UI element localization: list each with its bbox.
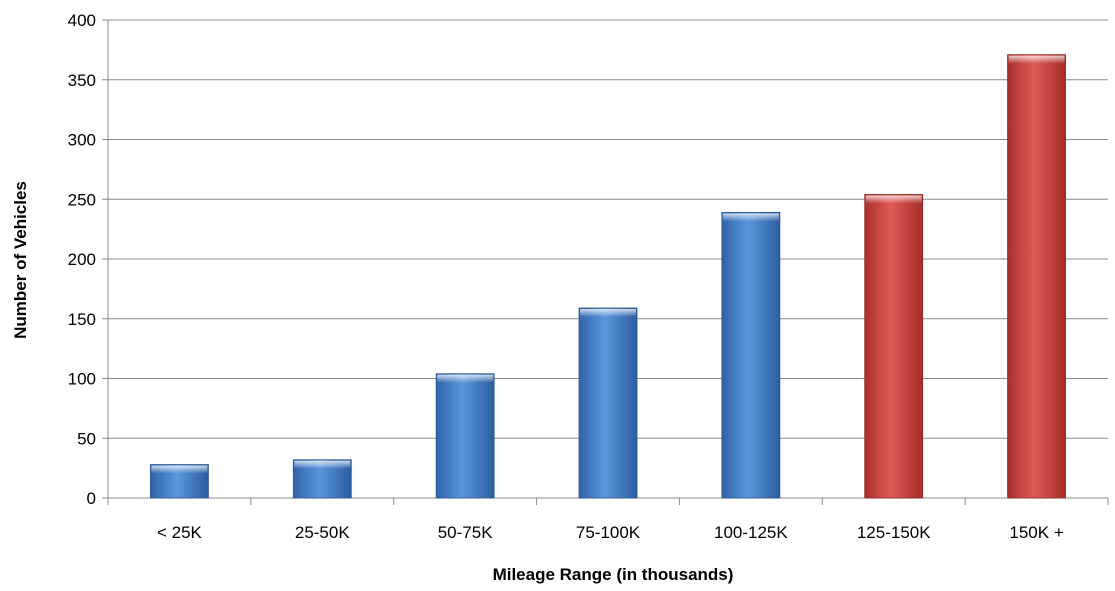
bar-highlight [722, 213, 779, 222]
y-tick-label: 250 [68, 190, 96, 209]
y-tick-label: 200 [68, 250, 96, 269]
bar-highlight [151, 465, 208, 474]
x-axis-title: Mileage Range (in thousands) [493, 565, 734, 584]
y-tick-label: 350 [68, 71, 96, 90]
bar-highlight [437, 374, 494, 383]
x-tick-label: 100-125K [714, 523, 788, 542]
bar-highlight [865, 195, 922, 204]
x-tick-label: 150K + [1009, 523, 1063, 542]
x-tick-label: 25-50K [295, 523, 350, 542]
bar-body [721, 211, 781, 499]
x-tick-label: 75-100K [576, 523, 641, 542]
y-tick-label: 150 [68, 310, 96, 329]
bar-highlight [1008, 55, 1065, 64]
bar-body [1007, 54, 1066, 499]
y-tick-label: 50 [77, 429, 96, 448]
bars [150, 54, 1066, 499]
bar [292, 459, 352, 499]
bar [721, 211, 781, 499]
bar-highlight [580, 308, 636, 317]
y-tick-label: 100 [68, 370, 96, 389]
bar [578, 307, 638, 499]
bar-body [578, 307, 638, 499]
y-axis-title: Number of Vehicles [11, 181, 30, 339]
bar [150, 464, 209, 499]
y-tick-label: 300 [68, 131, 96, 150]
bar [435, 373, 495, 499]
x-tick-label: 125-150K [857, 523, 931, 542]
bar-highlight [294, 460, 351, 469]
y-tick-label: 0 [87, 489, 96, 508]
tick-labels: 0 50 100 150 200 250 300 350 400 < 25K 25-50K 50-75… [68, 11, 1064, 542]
y-tick-label: 400 [68, 11, 96, 30]
bar-body [435, 373, 495, 499]
bar [1007, 54, 1066, 499]
x-tick-label: < 25K [157, 523, 203, 542]
bar-body [864, 194, 924, 499]
x-tick-label: 50-75K [438, 523, 493, 542]
bar [864, 194, 924, 499]
